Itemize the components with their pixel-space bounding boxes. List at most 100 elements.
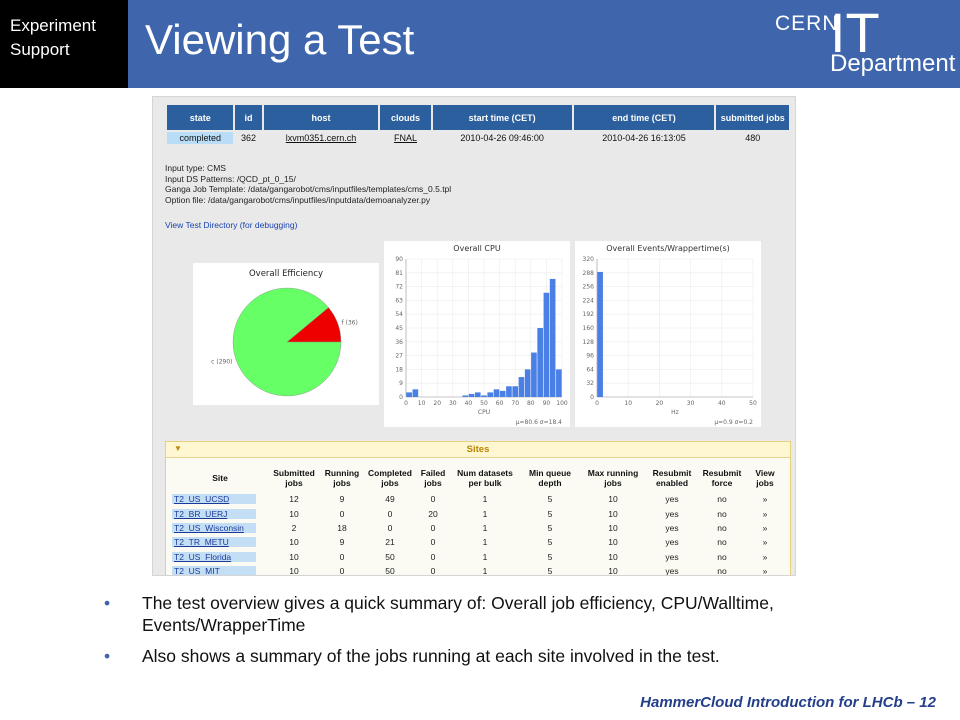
view-jobs-link[interactable]: » — [762, 537, 768, 548]
sites-table: Site Submitted jobs Running jobs Complet… — [172, 464, 784, 576]
cell-id: 362 — [233, 130, 264, 146]
view-jobs-link[interactable]: » — [762, 508, 768, 519]
test-summary-table: state id host clouds start time (CET) en… — [164, 103, 791, 146]
site-value-cell: 1 — [482, 494, 488, 505]
pie-label: f (36) — [342, 319, 358, 326]
col-running[interactable]: Running jobs — [324, 468, 360, 488]
y-tick-label: 90 — [395, 256, 403, 263]
col-state[interactable]: state — [164, 103, 236, 132]
x-tick-label: 20 — [433, 400, 441, 407]
site-link[interactable]: T2_US_UCSD — [172, 494, 256, 505]
col-view-jobs[interactable]: View jobs — [755, 468, 775, 488]
site-cell: T2_US_UCSD — [172, 492, 268, 506]
x-tick-label: 80 — [527, 400, 535, 407]
col-end-time[interactable]: end time (CET) — [571, 103, 717, 132]
y-tick-label: 18 — [395, 366, 403, 373]
site-value-cell: 5 — [547, 522, 553, 533]
site-value-cell: 0 — [339, 508, 345, 519]
col-submitted[interactable]: Submitted jobs — [273, 468, 315, 488]
y-tick-label: 128 — [583, 339, 595, 346]
col-site[interactable]: Site — [212, 473, 228, 483]
x-tick-label: 100 — [556, 400, 568, 407]
y-tick-label: 9 — [399, 380, 403, 387]
histogram-bar — [462, 395, 469, 397]
histogram-bar — [524, 369, 531, 397]
col-id[interactable]: id — [233, 103, 264, 132]
view-jobs-link[interactable]: » — [762, 494, 768, 505]
site-value-cell: no — [717, 551, 727, 562]
site-value-cell: 20 — [428, 508, 438, 519]
site-cell: T2_US_MIT — [172, 564, 268, 575]
x-tick-label: 90 — [543, 400, 551, 407]
site-link[interactable]: T2_US_Florida — [172, 551, 256, 562]
col-max-running[interactable]: Max running jobs — [587, 468, 639, 488]
col-clouds[interactable]: clouds — [378, 103, 433, 132]
col-failed[interactable]: Failed jobs — [420, 468, 446, 488]
site-value-cell: 10 — [289, 508, 299, 519]
badge-line-2: Support — [10, 40, 70, 59]
view-jobs-link[interactable]: » — [762, 566, 768, 576]
site-value-cell: 12 — [289, 494, 299, 505]
bullet-item: • The test overview gives a quick summar… — [104, 592, 934, 636]
site-link[interactable]: T2_US_Wisconsin — [172, 522, 256, 533]
test-info-block: Input type: CMS Input DS Patterns: /QCD_… — [165, 163, 451, 205]
sites-header-bar[interactable]: ▼ Sites — [166, 442, 790, 458]
host-link[interactable]: lxvm0351.cern.ch — [285, 133, 357, 143]
site-value-cell: 0 — [387, 508, 393, 519]
collapse-triangle-icon[interactable]: ▼ — [174, 444, 182, 453]
events-histogram-svg: Overall Events/Wrappertime(s) 0 32 64 96 128 1… — [583, 244, 757, 426]
histogram-bar — [531, 352, 537, 397]
y-tick-label: 72 — [395, 284, 403, 291]
bullet-list: • The test overview gives a quick summar… — [104, 592, 934, 676]
col-start-time[interactable]: start time (CET) — [430, 103, 574, 132]
view-test-directory-link[interactable]: View Test Directory (for debugging) — [165, 220, 298, 230]
table-row: T2_US_MIT 10 0 50 0 1 5 10 yes no» — [172, 564, 784, 576]
slide-title: Viewing a Test — [145, 16, 415, 63]
x-tick-label: 50 — [480, 400, 488, 407]
histogram-bar — [543, 292, 550, 397]
sites-panel: ▼ Sites Site Submitted jobs Running jobs… — [165, 441, 791, 576]
site-value-cell: 5 — [547, 508, 553, 519]
x-tick-label: 0 — [404, 400, 408, 407]
site-value-cell: 2 — [291, 522, 297, 533]
chart-title: Overall Efficiency — [249, 269, 323, 279]
site-value-cell: 0 — [430, 522, 436, 533]
cell-end-time: 2010-04-26 16:13:05 — [571, 130, 717, 146]
histogram-bar — [499, 390, 506, 397]
col-host[interactable]: host — [261, 103, 381, 132]
site-link[interactable]: T2_BR_UERJ — [172, 508, 256, 519]
col-resubmit-enabled[interactable]: Resubmit enabled — [652, 468, 692, 488]
site-value-cell: 1 — [482, 522, 488, 533]
site-value-cell: 0 — [387, 522, 393, 533]
cell-submitted-jobs: 480 — [714, 130, 791, 146]
col-min-queue[interactable]: Min queue depth — [528, 468, 572, 488]
chart-title: Overall CPU — [453, 244, 501, 253]
cpu-histogram-svg: Overall CPU 0 9 18 27 36 45 54 63 72 81 90 0 10 20 30 40… — [395, 244, 568, 426]
col-resubmit-force[interactable]: Resubmit force — [702, 468, 742, 488]
site-link[interactable]: T2_TR_METU — [172, 537, 256, 548]
site-link[interactable]: T2_US_MIT — [172, 566, 256, 575]
y-tick-label: 63 — [395, 297, 403, 304]
cell-start-time: 2010-04-26 09:46:00 — [430, 130, 574, 146]
col-submitted-jobs[interactable]: submitted jobs — [714, 103, 791, 132]
histogram-bar — [481, 395, 487, 397]
site-value-cell: yes — [665, 494, 679, 505]
bullet-dot-icon: • — [104, 646, 111, 666]
y-tick-label: 0 — [399, 394, 403, 401]
bullet-dot-icon: • — [104, 593, 111, 613]
site-value-cell: 18 — [337, 522, 347, 533]
site-value-cell: 10 — [608, 522, 618, 533]
site-value-cell: 0 — [430, 566, 436, 576]
site-value-cell: no — [717, 537, 727, 548]
y-tick-label: 288 — [583, 270, 595, 277]
view-jobs-link[interactable]: » — [762, 551, 768, 562]
site-value-cell: 0 — [430, 494, 436, 505]
logo-cern-text: CERN — [775, 12, 839, 35]
cloud-link[interactable]: FNAL — [394, 133, 418, 143]
col-num-datasets[interactable]: Num datasets per bulk — [457, 468, 513, 488]
experiment-support-label: Experiment Support — [10, 14, 120, 62]
view-jobs-link[interactable]: » — [762, 522, 768, 533]
col-completed[interactable]: Completed jobs — [368, 468, 412, 488]
experiment-support-block: Experiment Support — [0, 0, 128, 88]
efficiency-pie-svg: Overall Efficiency f (36) c (290) — [211, 269, 358, 397]
